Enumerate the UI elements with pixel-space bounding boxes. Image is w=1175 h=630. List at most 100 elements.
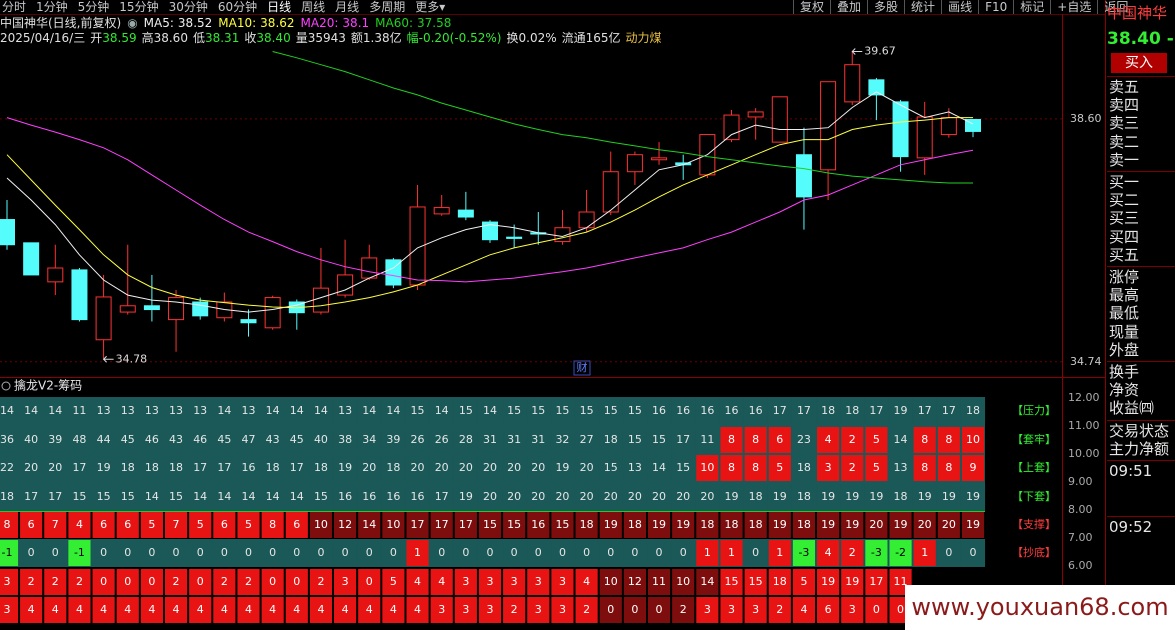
indicator-cell: 4 bbox=[76, 518, 83, 531]
cell-background bbox=[960, 540, 986, 566]
indicator-cell: 2 bbox=[221, 575, 228, 588]
quote-field: 38.40 bbox=[256, 31, 291, 45]
toolbar-button[interactable]: 统计 bbox=[904, 0, 941, 14]
toolbar-tab[interactable]: 15分钟 bbox=[119, 0, 159, 14]
indicator-cell: -1 bbox=[2, 546, 13, 559]
toolbar-button[interactable]: 多股 bbox=[867, 0, 904, 14]
toggle-icon[interactable]: ◉ bbox=[127, 16, 138, 30]
cell-background bbox=[937, 512, 960, 538]
indicator-cell: 10 bbox=[314, 518, 328, 531]
side-panel: 中国神华 38.40 - 买入 卖五 卖四 卖三 卖二 卖一 买一 买二 买三 买四 买五 涨停 最高… bbox=[1107, 0, 1175, 630]
marker-box bbox=[573, 360, 591, 376]
indicator-cell: 19 bbox=[845, 490, 859, 503]
toolbar-tab[interactable]: 5分钟 bbox=[77, 0, 110, 14]
indicator-cell: 0 bbox=[945, 546, 952, 559]
cell-background bbox=[646, 484, 672, 510]
indicator-cell: 4 bbox=[100, 603, 107, 616]
indicator-cell: 18 bbox=[604, 433, 618, 446]
cell-background bbox=[672, 597, 695, 623]
cell-background bbox=[115, 427, 140, 453]
cell-background bbox=[285, 569, 308, 595]
toolbar-button[interactable]: +自选 bbox=[1050, 0, 1097, 14]
ma-line bbox=[6, 117, 973, 309]
cell-background bbox=[792, 569, 816, 595]
toolbar-button[interactable]: 标记 bbox=[1013, 0, 1050, 14]
indicator-cell: 20 bbox=[531, 461, 545, 474]
toolbar-button[interactable]: 复权 bbox=[793, 0, 830, 14]
toolbar-button[interactable]: F10 bbox=[978, 0, 1013, 14]
indicator-cell: 45 bbox=[217, 433, 231, 446]
cell-background bbox=[744, 427, 767, 453]
toolbar-right: 复权 叠加 多股 统计 画线 F10 标记 +自选 返回 bbox=[793, 0, 1134, 14]
indicator-cell: 14 bbox=[894, 433, 908, 446]
cell-background bbox=[551, 569, 574, 595]
cell-background bbox=[333, 455, 358, 481]
indicator-cell: 1 bbox=[414, 546, 421, 559]
indicator-cell: 17 bbox=[72, 461, 86, 474]
cell-background bbox=[260, 398, 285, 424]
legend-entry: MA538.52 bbox=[144, 16, 213, 30]
cell-background bbox=[429, 398, 454, 424]
indicator-cell: 19 bbox=[773, 518, 787, 531]
indicator-cell: 18 bbox=[628, 518, 642, 531]
indicator-cell: 5 bbox=[148, 518, 155, 531]
toolbar-button[interactable]: 画线 bbox=[941, 0, 978, 14]
toolbar-tab[interactable]: 周线 bbox=[301, 0, 326, 14]
indicator-cell: 6 bbox=[28, 518, 35, 531]
indicator-cell: 20 bbox=[459, 461, 473, 474]
cell-background bbox=[139, 484, 164, 510]
toolbar-button[interactable]: 返回 bbox=[1097, 0, 1134, 14]
toolbar-tab[interactable]: 月线 bbox=[335, 0, 360, 14]
indicator-cell: 6 bbox=[100, 518, 107, 531]
toolbar-tab[interactable]: 分时 bbox=[2, 0, 27, 14]
indicator-cell: 48 bbox=[72, 433, 86, 446]
toolbar-tab[interactable]: 30分钟 bbox=[168, 0, 208, 14]
indicator-cell: 1 bbox=[728, 546, 735, 559]
indicator-cell: 20 bbox=[362, 461, 376, 474]
toolbar-button[interactable]: 叠加 bbox=[830, 0, 867, 14]
annotation-arrow bbox=[102, 355, 114, 363]
indicator-cell: 19 bbox=[845, 575, 859, 588]
indicator-cell: 16 bbox=[676, 404, 690, 417]
indicator-cell: 8 bbox=[269, 518, 276, 531]
indicator-cell: 4 bbox=[342, 603, 349, 616]
indicator-cell: 0 bbox=[342, 546, 349, 559]
info-line: 中国神华(日线,前复权) ◉ MA538.52 MA10 38.62 MA2038.1… bbox=[0, 16, 451, 30]
quote-field: 换0.02% bbox=[506, 31, 557, 45]
indicator-cell: 3 bbox=[825, 461, 832, 474]
toolbar-tab[interactable]: 日线 bbox=[267, 0, 292, 14]
cell-background bbox=[382, 512, 405, 538]
cell-background bbox=[453, 398, 478, 424]
indicator-cell: 8 bbox=[4, 518, 11, 531]
indicator-cell: 17 bbox=[435, 490, 449, 503]
indicator-cell: 8 bbox=[921, 433, 928, 446]
toolbar-tab[interactable]: 60分钟 bbox=[217, 0, 258, 14]
cell-background bbox=[527, 569, 550, 595]
cell-background bbox=[937, 427, 960, 453]
cell-background bbox=[260, 484, 285, 510]
cell-background bbox=[599, 512, 622, 538]
cell-background bbox=[453, 540, 478, 566]
indicator-cell: 15 bbox=[628, 433, 642, 446]
candle-body bbox=[940, 117, 957, 136]
indicator-cell: 13 bbox=[145, 404, 159, 417]
indicator-cell: 14 bbox=[48, 404, 62, 417]
toolbar-tab[interactable]: 1分钟 bbox=[36, 0, 68, 14]
cell-background bbox=[260, 455, 285, 481]
indicator-cell: 0 bbox=[631, 603, 638, 616]
cell-background bbox=[696, 597, 719, 623]
indicator-axis-label: 12.00 bbox=[1068, 391, 1100, 404]
ma-line bbox=[6, 91, 974, 313]
indicator-cell: 0 bbox=[390, 546, 397, 559]
cell-background bbox=[671, 484, 696, 510]
cell-background bbox=[164, 597, 188, 623]
side-label: 换手 bbox=[1109, 363, 1140, 382]
cell-background bbox=[503, 512, 526, 538]
toolbar-tab[interactable]: 多周期 bbox=[369, 0, 406, 14]
toolbar-tab[interactable]: 更多▾ bbox=[415, 0, 446, 14]
indicator-cell: 8 bbox=[728, 461, 735, 474]
buy-button[interactable]: 买入 bbox=[1111, 53, 1167, 73]
indicator-axis-label: 11.00 bbox=[1068, 419, 1100, 432]
side-label: 卖四 bbox=[1109, 96, 1140, 115]
close-icon[interactable] bbox=[1, 381, 11, 391]
